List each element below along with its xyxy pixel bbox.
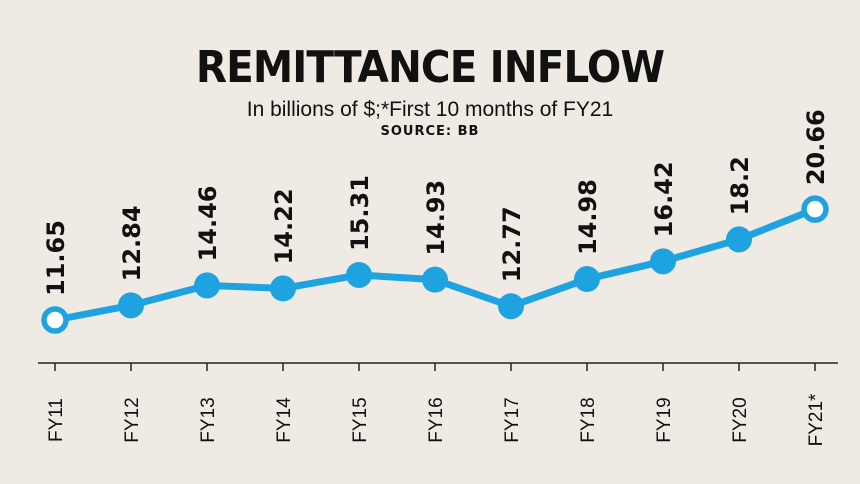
- data-label-fy16: 14.93: [422, 180, 450, 256]
- data-point-fy11: [41, 306, 69, 334]
- data-point-fy20: [726, 226, 752, 253]
- data-label-fy12: 12.84: [118, 205, 146, 281]
- x-axis-ticks: [54, 363, 816, 371]
- data-labels: 11.65 12.84 14.46 14.22 15.31 14.93 12.77 14.98…: [42, 109, 830, 296]
- data-label-fy14: 14.22: [270, 188, 298, 264]
- x-tick-label-fy11: FY11: [46, 398, 67, 442]
- data-point-fy18: [574, 266, 600, 293]
- x-tick-label-fy19: FY19: [654, 397, 675, 442]
- x-tick-label-fy20: FY20: [730, 397, 751, 442]
- x-tick-label-fy21-star: FY21*: [806, 393, 827, 446]
- data-label-fy19: 16.42: [650, 161, 678, 237]
- x-tick-label-fy16: FY16: [426, 397, 447, 442]
- data-point-fy19: [650, 248, 676, 275]
- data-point-fy12: [118, 292, 144, 319]
- data-label-fy18: 14.98: [574, 179, 602, 255]
- data-point-fy16: [422, 266, 448, 293]
- data-label-fy15: 15.31: [346, 175, 374, 251]
- data-point-fy14: [270, 275, 296, 302]
- data-label-fy13: 14.46: [194, 186, 222, 262]
- data-label-fy20: 18.2: [726, 156, 754, 215]
- chart-source: SOURCE: BB: [380, 124, 480, 139]
- data-point-fy17: [498, 293, 524, 320]
- chart-subtitle: In billions of $;*First 10 months of FY2…: [246, 98, 614, 121]
- data-label-fy21-star: 20.66: [802, 109, 830, 185]
- x-tick-label-fy13: FY13: [198, 397, 219, 442]
- chart-title: REMITTANCE INFLOW: [195, 42, 665, 93]
- x-tick-label-fy14: FY14: [274, 397, 295, 443]
- x-tick-label-fy17: FY17: [502, 397, 523, 442]
- x-tick-label-fy15: FY15: [350, 397, 371, 442]
- data-markers: [41, 195, 829, 334]
- data-label-fy17: 12.77: [498, 206, 526, 282]
- data-point-fy13: [194, 272, 220, 299]
- data-point-fy15: [346, 261, 372, 288]
- x-tick-label-fy12: FY12: [122, 397, 143, 442]
- data-label-fy11: 11.65: [42, 220, 70, 296]
- data-point-fy21-star: [801, 195, 829, 223]
- x-tick-label-fy18: FY18: [578, 397, 599, 442]
- x-tick-labels: FY11 FY12 FY13 FY14 FY15 FY16 FY17 FY18 FY19 FY20…: [46, 393, 827, 446]
